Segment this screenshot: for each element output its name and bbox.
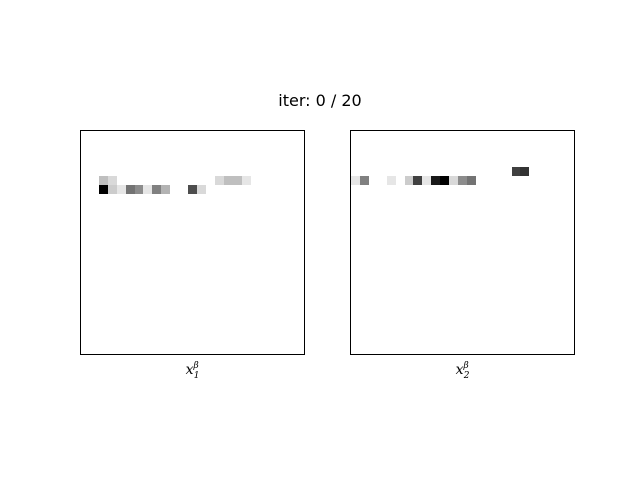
heatmap-cell: [134, 184, 144, 194]
x-axis-label-1-subscript: 1: [193, 371, 200, 381]
heatmap-cell: [359, 175, 369, 185]
heatmap-cell: [386, 175, 396, 185]
heatmap-cell: [440, 175, 450, 185]
heatmap-cell: [511, 166, 521, 176]
heatmap-cell: [98, 175, 108, 185]
heatmap-cell: [520, 166, 530, 176]
x-axis-label-2-subscript: 2: [463, 371, 470, 381]
heatmap-cell: [413, 175, 423, 185]
heatmap-cell: [196, 184, 206, 194]
x-axis-label-1-superscript: β: [193, 361, 199, 371]
heatmap-cell: [107, 175, 117, 185]
heatmap-cell: [98, 184, 108, 194]
heatmap-cell: [143, 184, 153, 194]
x-axis-label-2-base: x: [455, 362, 464, 378]
heatmap-cell: [161, 184, 171, 194]
heatmap-cell: [107, 184, 117, 194]
heatmap-panel-2: [350, 130, 575, 355]
x-axis-label-1: xβ1: [80, 361, 305, 381]
x-axis-label-2-superscript: β: [463, 361, 469, 371]
heatmap-cell: [422, 175, 432, 185]
heatmap-cell: [458, 175, 468, 185]
heatmap-cell: [241, 175, 251, 185]
heatmap-cell: [188, 184, 198, 194]
heatmap-cell: [214, 175, 224, 185]
figure-title: iter: 0 / 20: [278, 91, 362, 110]
heatmap-cell: [125, 184, 135, 194]
heatmap-cell: [223, 175, 233, 185]
heatmap-cell: [431, 175, 441, 185]
heatmap-cell: [351, 175, 360, 185]
heatmap-cell: [404, 175, 414, 185]
heatmap-cell: [232, 175, 242, 185]
x-axis-label-2: xβ2: [350, 361, 575, 381]
heatmap-cell: [466, 175, 476, 185]
x-axis-label-1-base: x: [185, 362, 194, 378]
heatmap-cell: [152, 184, 162, 194]
heatmap-panel-1: [80, 130, 305, 355]
heatmap-cell: [116, 184, 126, 194]
heatmap-cell: [449, 175, 459, 185]
